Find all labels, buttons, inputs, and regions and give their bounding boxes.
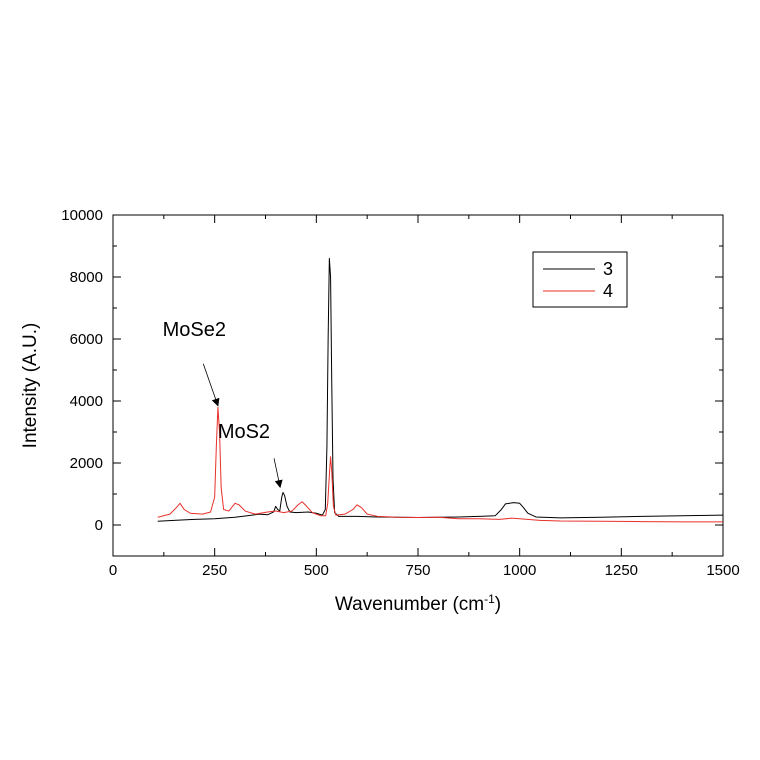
- plot-frame: [112, 214, 724, 557]
- y-tick-label: 0: [95, 517, 103, 534]
- y-tick-label: 8000: [70, 269, 103, 286]
- x-tick-label: 1250: [605, 562, 638, 579]
- x-tick-label: 1500: [706, 562, 739, 579]
- x-axis-title: Wavenumber (cm-1): [335, 592, 501, 615]
- x-tick-label: 250: [202, 562, 227, 579]
- annotation-arrow: [202, 363, 220, 407]
- x-tick-label: 750: [405, 562, 430, 579]
- annotation-label: MoS2: [218, 421, 270, 443]
- series-line-4: [157, 406, 723, 523]
- y-tick-label: 2000: [70, 455, 103, 472]
- legend-label-3: 3: [603, 259, 613, 279]
- y-tick-label: 6000: [70, 331, 103, 348]
- series-layer: [157, 257, 724, 523]
- x-tick-label: 0: [109, 562, 117, 579]
- series-line-3: [157, 257, 724, 522]
- y-axis-title: Intensity (A.U.): [20, 323, 41, 449]
- x-tick-label: 500: [304, 562, 329, 579]
- annotation-label: MoSe2: [163, 319, 226, 341]
- annotation-arrow: [273, 458, 283, 489]
- legend: 34: [532, 251, 628, 308]
- x-tick-label: 1000: [503, 562, 536, 579]
- y-tick-label: 4000: [70, 393, 103, 410]
- y-tick-label: 10000: [61, 207, 103, 224]
- legend-label-4: 4: [603, 281, 613, 301]
- legend-box: [532, 251, 628, 308]
- annotations-layer: MoSe2 MoS2: [163, 319, 283, 489]
- axis-ticks: 0 250 500 750 1000 1250 1500 0 2000 4000 6000 8000 1…: [61, 207, 739, 579]
